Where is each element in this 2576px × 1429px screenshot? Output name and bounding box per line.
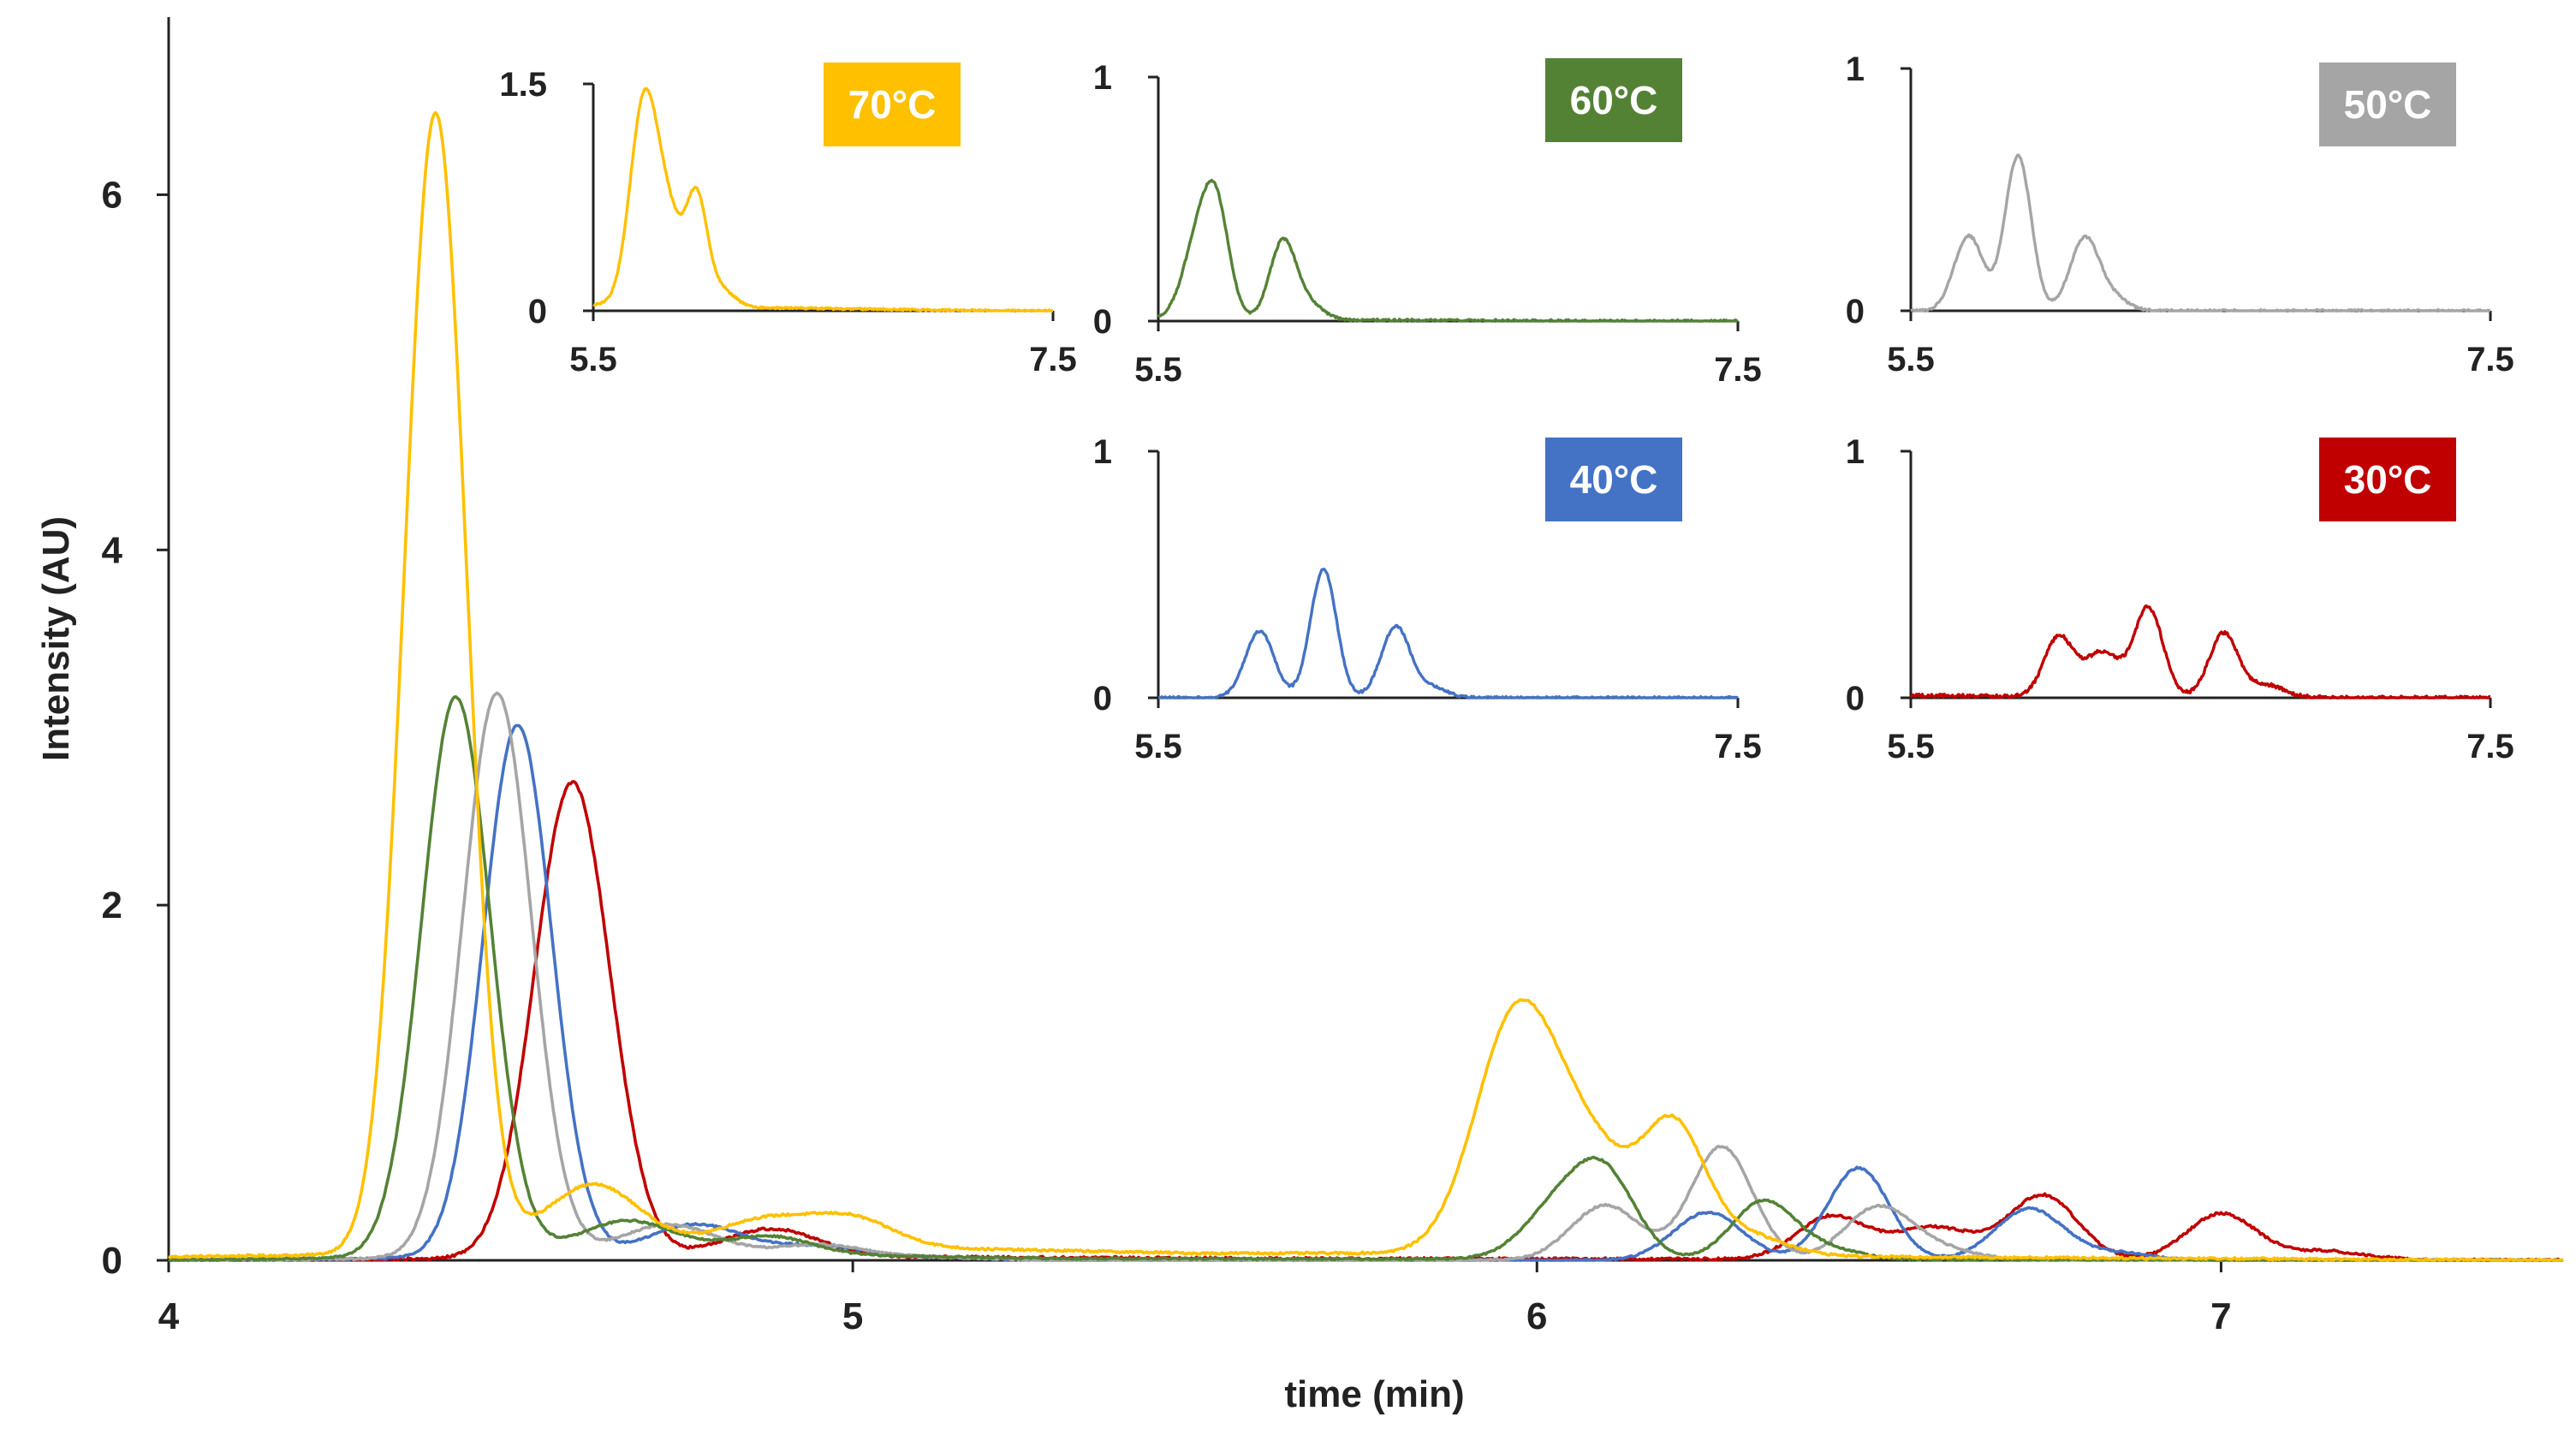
inset-label-badge	[1545, 58, 1682, 142]
inset-series-line	[1910, 153, 2491, 313]
inset-x-tick-label: 7.5	[2466, 728, 2514, 765]
inset-y-tick-label: 1	[1093, 433, 1112, 471]
y-tick-label: 0	[102, 1240, 122, 1282]
inset-50c: 0 1 5.5 7.5 50°C	[1846, 51, 2514, 378]
x-tick-label: 4	[158, 1295, 180, 1337]
inset-label-text: 60°C	[1570, 78, 1658, 122]
inset-y-tick-label: 1	[1846, 433, 1865, 471]
inset-40c: 0 1 5.5 7.5 40°C	[1093, 433, 1762, 765]
inset-y-tick-label: 1	[1846, 51, 1865, 88]
inset-label-text: 30°C	[2344, 457, 2432, 502]
y-tick-label: 6	[102, 174, 122, 216]
inset-y-tick-label: 0	[1846, 293, 1865, 330]
inset-series-line	[1157, 178, 1740, 323]
inset-30c: 0 1 5.5 7.5 30°C	[1846, 433, 2514, 765]
inset-label-text: 50°C	[2344, 82, 2432, 127]
inset-y-tick-label: 0	[1846, 680, 1865, 717]
x-tick-label: 6	[1526, 1295, 1547, 1337]
inset-x-tick-label: 7.5	[1029, 341, 1077, 378]
inset-x-tick-label: 7.5	[1714, 728, 1762, 765]
inset-label-badge	[1545, 438, 1682, 521]
inset-y-tick-label: 0	[528, 293, 547, 330]
inset-label-badge	[2319, 63, 2456, 146]
x-tick-label: 5	[842, 1295, 863, 1337]
inset-y-tick-label: 0	[1093, 680, 1112, 717]
series-line-50c	[169, 691, 2564, 1262]
y-tick-label: 2	[102, 884, 122, 926]
inset-series-line	[1909, 604, 2491, 700]
inset-label-badge	[2319, 438, 2456, 521]
inset-y-tick-label: 1.5	[499, 66, 547, 104]
inset-label-text: 70°C	[848, 82, 937, 127]
series-line-40c	[168, 723, 2564, 1262]
y-axis-title: Intensity (AU)	[35, 516, 77, 761]
main-plot: 0 2 4 6 4 5 6 7 time (min) Intensity (AU)	[35, 17, 2564, 1415]
inset-label-text: 40°C	[1570, 457, 1658, 502]
series-line-70c	[168, 110, 2564, 1262]
inset-x-tick-label: 5.5	[1887, 341, 1935, 378]
insets: 0 1.5 5.5 7.5 70°C 0 1 5.5 7.5 60°C 0 1 5.5 7.5 50°C 0 1…	[499, 51, 2514, 765]
x-tick-label: 7	[2210, 1295, 2231, 1337]
inset-y-tick-label: 0	[1093, 303, 1112, 341]
inset-label-badge	[824, 63, 961, 146]
inset-x-tick-label: 5.5	[1134, 728, 1182, 765]
inset-60c: 0 1 5.5 7.5 60°C	[1093, 58, 1762, 389]
inset-x-tick-label: 7.5	[2466, 341, 2514, 378]
inset-x-tick-label: 5.5	[569, 341, 617, 378]
inset-x-tick-label: 5.5	[1134, 351, 1182, 389]
inset-70c: 0 1.5 5.5 7.5 70°C	[499, 63, 1077, 378]
inset-x-tick-label: 5.5	[1887, 728, 1935, 765]
inset-series-line	[1157, 568, 1739, 700]
inset-y-tick-label: 1	[1093, 59, 1112, 97]
inset-series-line	[592, 86, 1054, 313]
x-axis-title: time (min)	[1284, 1373, 1464, 1415]
series-line-60c	[168, 695, 2564, 1262]
y-tick-label: 4	[102, 529, 123, 571]
inset-x-tick-label: 7.5	[1714, 351, 1762, 389]
